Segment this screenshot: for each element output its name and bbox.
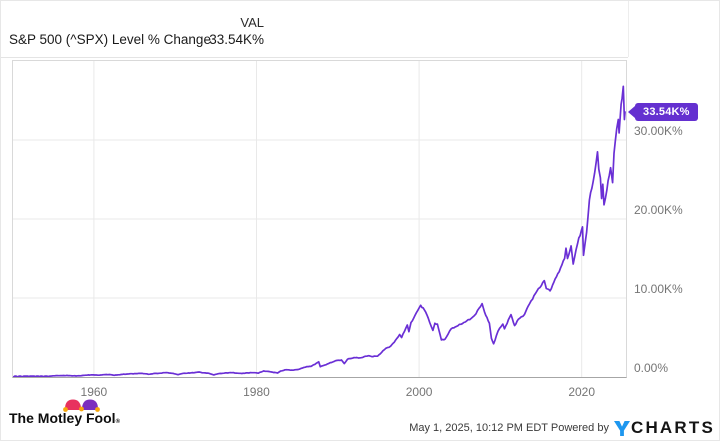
y-axis-tick-label: 0.00% [634,361,669,375]
val-column-header: VAL [240,15,264,30]
ycharts-logo[interactable]: CHARTS [613,418,715,438]
jester-hat-icon [63,399,100,412]
x-axis-tick-label: 2020 [568,385,596,399]
ycharts-wordmark: CHARTS [630,418,715,437]
line-chart-canvas[interactable] [13,61,626,377]
motley-fool-wordmark: The Motley Fool® [9,410,120,426]
y-axis-tick-label: 20.00K% [634,203,683,217]
series-title: S&P 500 (^SPX) Level % Change [9,32,211,47]
registered-mark: ® [115,419,120,425]
badge-pointer-icon [628,106,635,119]
badge-value-label: 33.54K% [635,103,698,122]
timestamp: May 1, 2025, 10:12 PM EDT Powered by [409,422,609,434]
y-axis-tick-label: 10.00K% [634,282,683,296]
motley-fool-logo[interactable]: The Motley Fool® [9,396,149,432]
gridlines [13,61,626,377]
footer-attribution: May 1, 2025, 10:12 PM EDT Powered by CHA… [409,418,715,438]
header-divider [1,57,628,58]
header-column-border [628,1,629,57]
x-axis-tick-label: 1980 [243,385,270,399]
spx-series-line [13,85,626,377]
current-value: 33.54K% [209,32,264,47]
ycharts-y-icon [613,420,630,436]
last-value-badge: 33.54K% [628,103,698,122]
plot-area[interactable] [12,60,627,378]
x-axis-tick-label: 2000 [405,385,433,399]
x-axis-tick-label: 1960 [80,385,108,399]
y-axis-tick-label: 30.00K% [634,124,683,138]
